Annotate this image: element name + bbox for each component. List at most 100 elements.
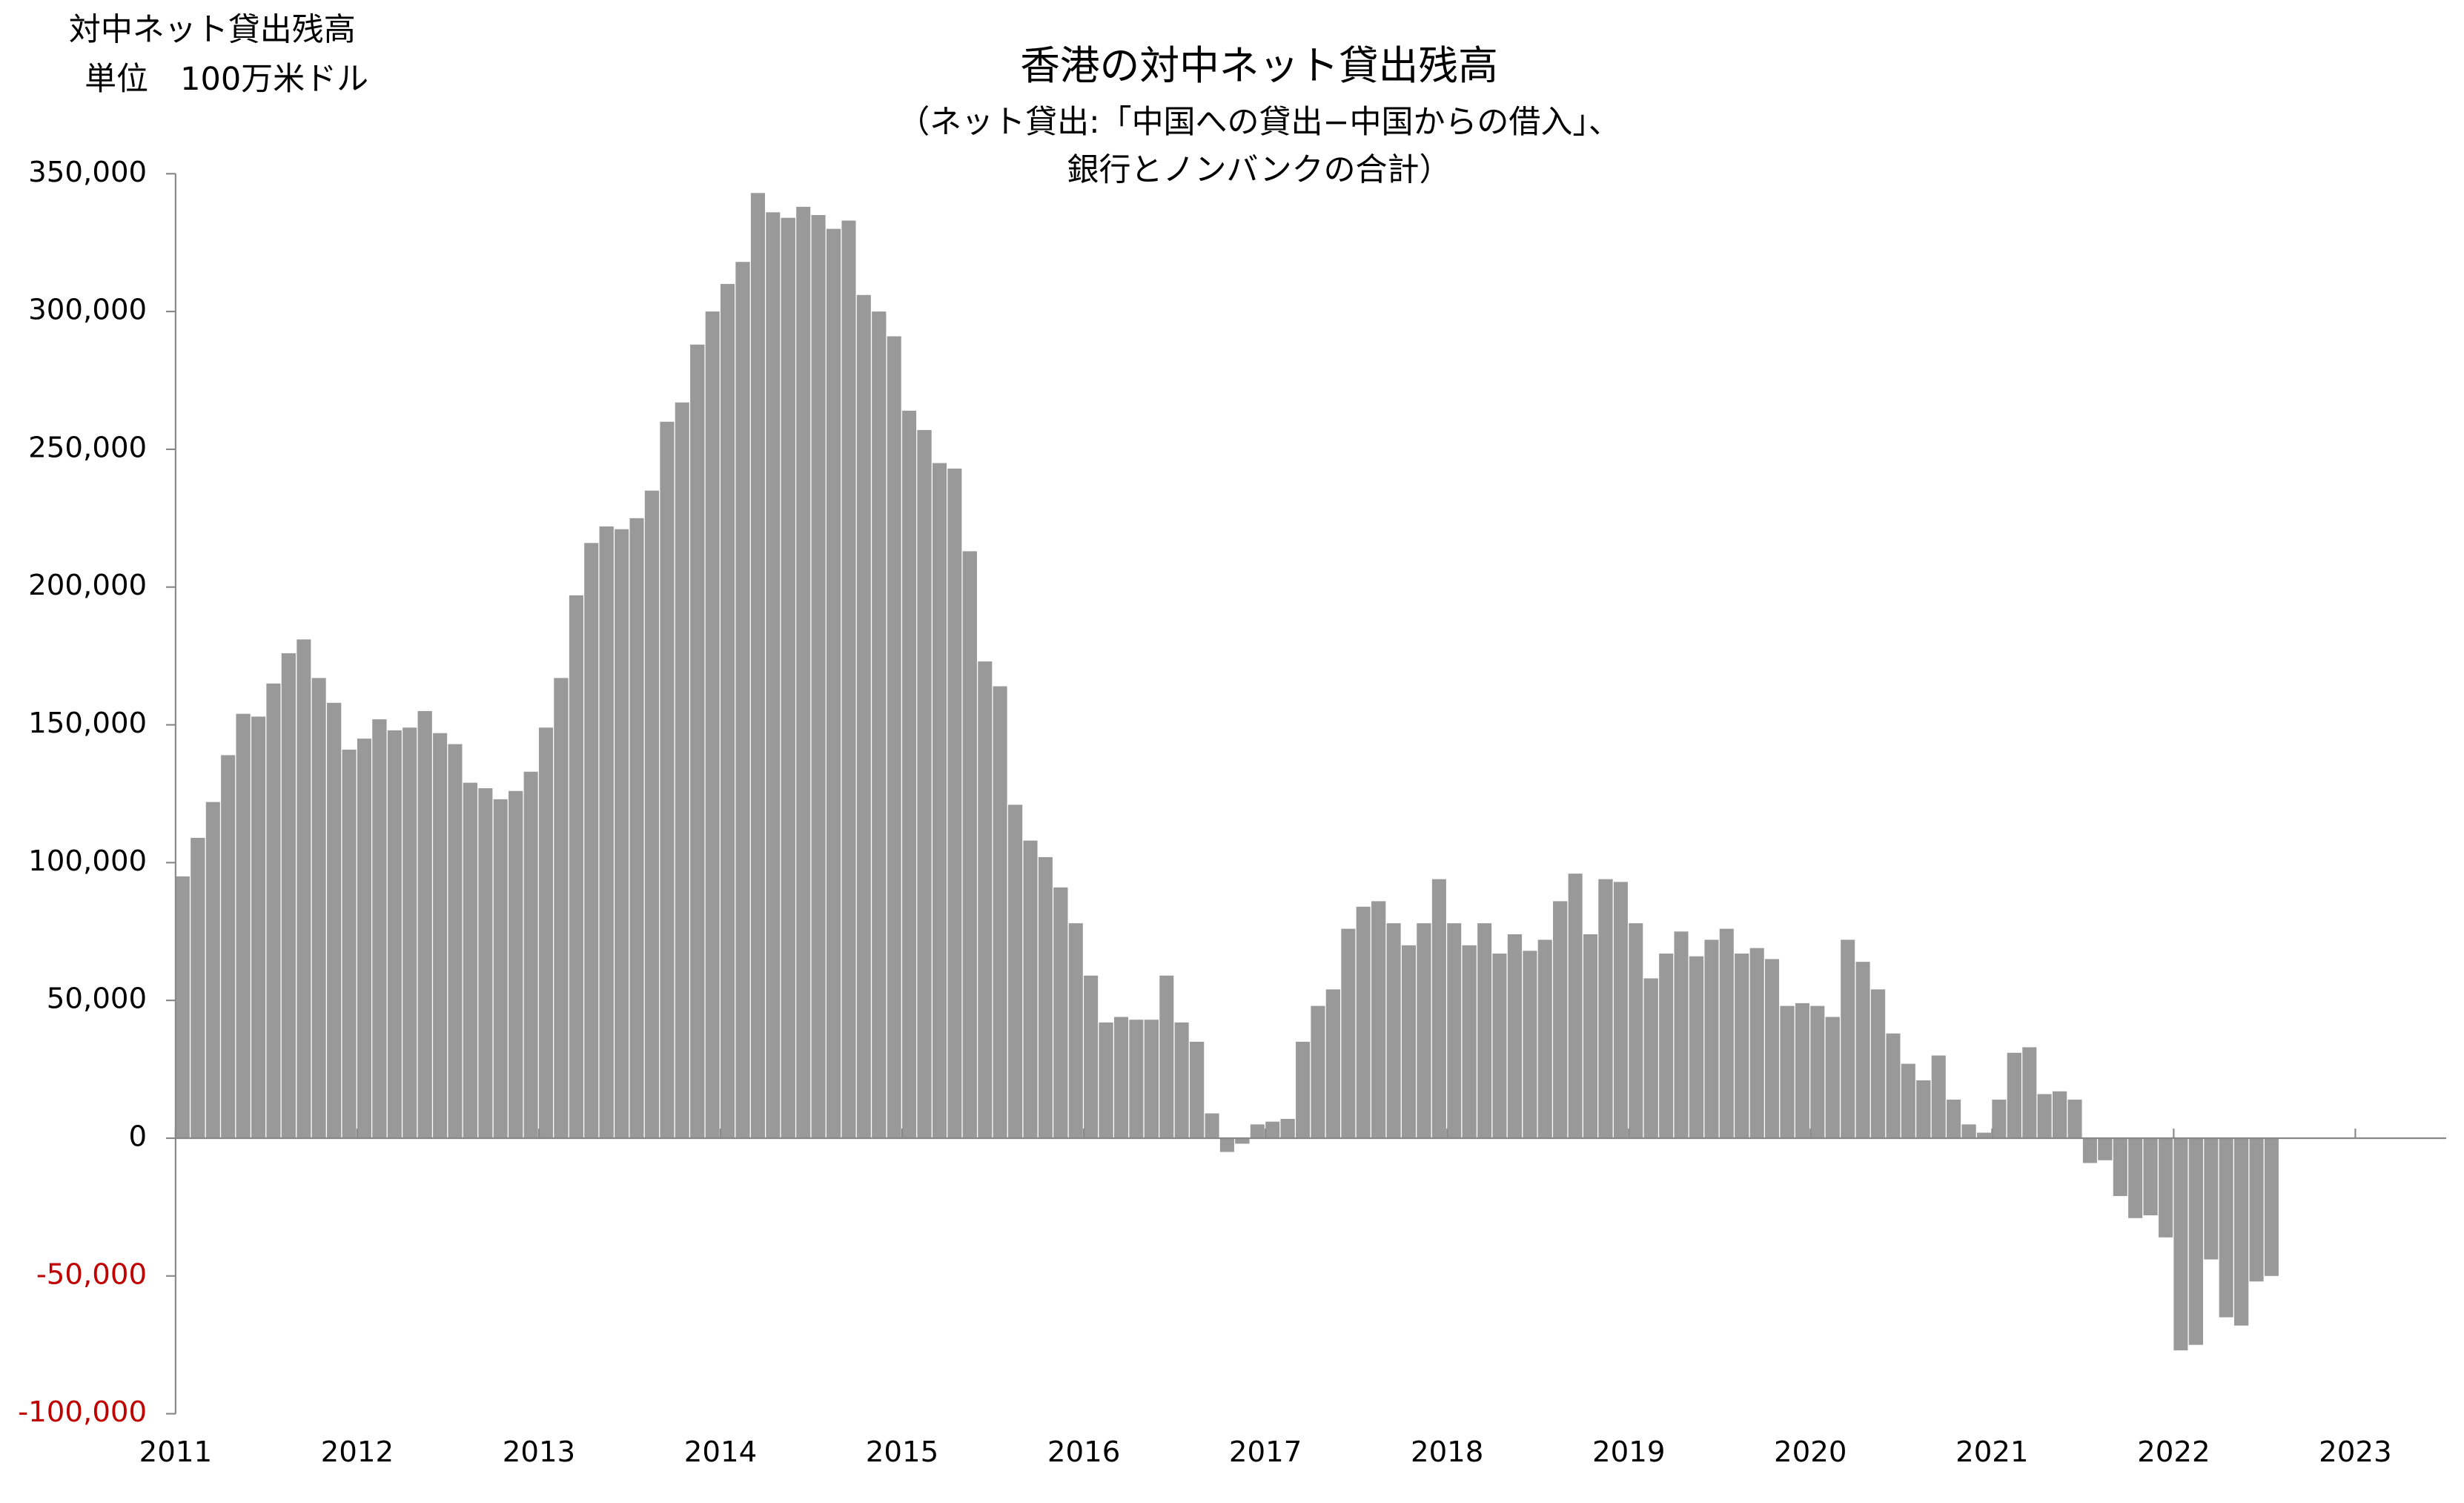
bar	[1189, 1041, 1205, 1138]
x-tick-label: 2019	[1592, 1436, 1665, 1469]
bar	[1916, 1080, 1931, 1138]
bar	[1886, 1033, 1901, 1138]
bar	[1810, 1005, 1825, 1138]
bar	[1553, 901, 1568, 1138]
x-tick-label: 2011	[139, 1436, 212, 1469]
bar	[1219, 1137, 1234, 1152]
bar	[1537, 939, 1552, 1138]
bar	[2022, 1047, 2037, 1138]
bar	[1265, 1121, 1280, 1138]
bar	[2159, 1137, 2173, 1238]
bar	[523, 771, 538, 1138]
bar	[2067, 1099, 2082, 1138]
chart-subtitle: 銀行とノンバンクの合計）	[1067, 152, 1451, 189]
bar	[781, 217, 795, 1138]
bar	[1674, 931, 1689, 1138]
bar	[205, 802, 220, 1138]
bar	[690, 344, 705, 1138]
bar	[2249, 1137, 2264, 1282]
bar	[311, 678, 326, 1138]
x-tick-label: 2023	[2319, 1436, 2391, 1469]
bar	[1417, 923, 1431, 1138]
bar	[1174, 1022, 1189, 1138]
bar	[1492, 954, 1507, 1138]
bar	[478, 788, 493, 1138]
bar	[917, 429, 932, 1138]
bar	[1250, 1124, 1265, 1138]
bar	[1401, 945, 1416, 1138]
x-tick-label: 2018	[1411, 1436, 1483, 1469]
chart-title: 香港の対中ネット貸出残高	[1020, 42, 1498, 89]
bar	[1825, 1017, 1840, 1138]
bar	[236, 713, 251, 1138]
bar	[1901, 1063, 1915, 1138]
bar	[2128, 1137, 2143, 1218]
bar	[1280, 1118, 1295, 1138]
bar	[721, 283, 735, 1138]
bar	[1068, 923, 1083, 1138]
y-tick-label: 300,000	[28, 294, 147, 327]
bar	[1099, 1022, 1113, 1138]
bar	[887, 336, 901, 1138]
bar	[1947, 1099, 1961, 1138]
bar	[463, 782, 478, 1138]
bar	[2143, 1137, 2158, 1216]
bar	[1735, 954, 1749, 1138]
bar	[448, 744, 463, 1138]
x-tick-label: 2020	[1774, 1436, 1847, 1469]
bar	[1613, 882, 1628, 1138]
bar	[2233, 1137, 2249, 1326]
bar	[826, 228, 841, 1138]
bar	[1007, 805, 1023, 1138]
bar	[811, 215, 826, 1138]
bar	[947, 468, 962, 1138]
bar	[493, 799, 508, 1138]
bar	[1023, 840, 1038, 1138]
bar	[1961, 1124, 1976, 1138]
bar	[221, 755, 236, 1138]
bar	[1371, 901, 1386, 1138]
bar	[1144, 1020, 1159, 1138]
bar	[1356, 906, 1371, 1138]
bar	[387, 730, 402, 1138]
bar	[281, 653, 297, 1138]
bar	[1038, 856, 1053, 1138]
bar	[1841, 939, 1855, 1138]
bar	[675, 402, 689, 1138]
bar	[1447, 923, 1462, 1138]
bar	[902, 410, 917, 1138]
bar	[569, 595, 583, 1138]
bar	[1235, 1137, 1250, 1144]
bar	[1311, 1005, 1325, 1138]
bar	[2082, 1137, 2097, 1163]
bar	[1689, 956, 1704, 1138]
bar	[841, 220, 856, 1138]
y-tick-label: 350,000	[28, 156, 147, 189]
bar	[872, 311, 887, 1138]
bar	[372, 719, 387, 1138]
bar	[2098, 1137, 2113, 1160]
bar	[1296, 1041, 1311, 1138]
bar	[1477, 923, 1492, 1138]
bar	[175, 876, 190, 1138]
y-axis-unit: 単位 100万米ドル	[85, 61, 368, 98]
x-tick-label: 2015	[866, 1436, 938, 1469]
x-tick-label: 2021	[1955, 1436, 2028, 1469]
bar	[2173, 1137, 2188, 1351]
y-tick-label: 150,000	[28, 707, 147, 740]
bar	[326, 702, 342, 1138]
bar	[1159, 975, 1174, 1138]
bar	[357, 739, 371, 1138]
bar	[266, 683, 281, 1138]
bar	[1643, 978, 1658, 1138]
bar	[1976, 1132, 1992, 1138]
bar	[978, 661, 993, 1138]
x-tick-label: 2022	[2137, 1436, 2210, 1469]
bar	[1931, 1055, 1946, 1138]
bar	[1992, 1099, 2007, 1138]
bar	[1704, 939, 1719, 1138]
bar	[766, 212, 781, 1138]
y-tick-label: 100,000	[28, 845, 147, 878]
x-tick-label: 2016	[1047, 1436, 1120, 1469]
